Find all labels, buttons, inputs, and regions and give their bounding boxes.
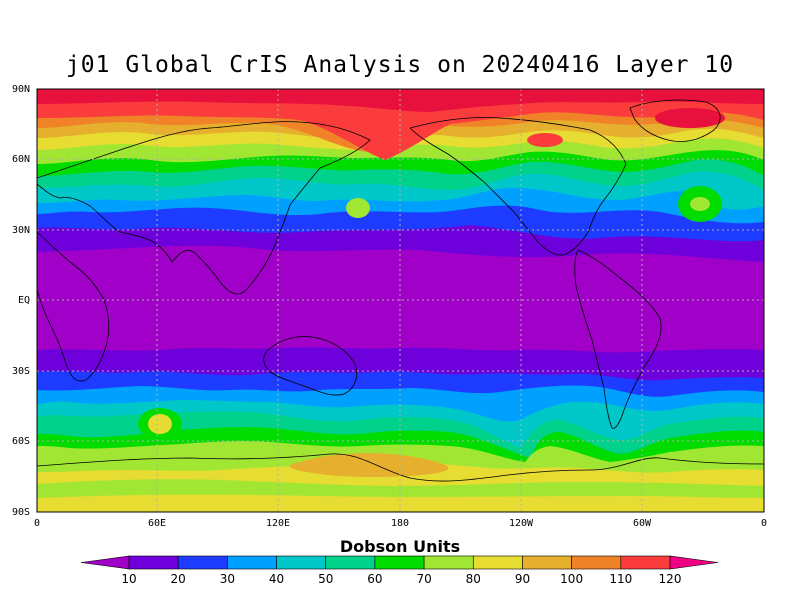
blob-russia-orange xyxy=(527,133,563,147)
colorbar-box xyxy=(571,555,622,570)
colorbar-tick-label: 100 xyxy=(560,572,583,586)
colorbar-box xyxy=(177,555,228,570)
colorbar-box xyxy=(276,555,327,570)
band-sh-yellow-antarctic xyxy=(37,494,764,512)
colorbar-box xyxy=(522,555,572,570)
colorbar-tick-label: 80 xyxy=(466,572,481,586)
coast-eurasia xyxy=(37,121,371,295)
lon-label-120w: 120W xyxy=(509,518,534,529)
colorbar-tick-label: 110 xyxy=(609,572,632,586)
map-frame xyxy=(36,88,765,513)
lon-label-60e: 60E xyxy=(148,518,166,529)
coast-greenland xyxy=(629,99,721,142)
colorbar-box xyxy=(227,555,277,570)
colorbar-box xyxy=(472,555,523,570)
colorbar-tick-label: 120 xyxy=(659,572,682,586)
blob-greenland-red xyxy=(655,108,725,128)
graticule xyxy=(37,89,764,512)
colorbar-box xyxy=(423,555,474,570)
lat-label-90n: 90N xyxy=(12,84,30,95)
ozone-field xyxy=(37,89,764,512)
colorbar-arrow-low xyxy=(80,555,130,570)
lon-axis: 0 60E 120E 180 120W 60W 0 xyxy=(34,518,767,529)
colorbar-tick-label: 10 xyxy=(121,572,136,586)
colorbar-tick-label: 90 xyxy=(515,572,530,586)
coastlines xyxy=(37,99,764,482)
coast-south-america xyxy=(574,249,662,429)
lon-label-60w: 60W xyxy=(633,518,652,529)
colorbar-box xyxy=(325,555,376,570)
lon-label-0-left: 0 xyxy=(34,518,40,529)
colorbar-arrow-high xyxy=(669,555,719,570)
lat-axis: 90N 60N 30N EQ 30S 60S 90S xyxy=(12,84,30,518)
lon-label-120e: 120E xyxy=(266,518,290,529)
colorbar-tick-label: 30 xyxy=(220,572,235,586)
blob-pacific-green xyxy=(346,198,370,218)
lat-label-30s: 30S xyxy=(12,366,30,377)
lat-label-60n: 60N xyxy=(12,154,30,165)
blob-indian-lime xyxy=(148,414,172,434)
map-title: j01 Global CrIS Analysis on 20240416 Lay… xyxy=(65,52,735,78)
colorbar-box xyxy=(620,555,671,570)
colorbar-box xyxy=(128,555,179,570)
colorbar-tick-label: 60 xyxy=(367,572,382,586)
colorbar-tick-label: 70 xyxy=(416,572,431,586)
colorbar-tick-label: 50 xyxy=(318,572,333,586)
lat-label-30n: 30N xyxy=(12,225,30,236)
colorbar-tick-label: 20 xyxy=(171,572,186,586)
colorbar: 10 20 30 40 50 60 70 80 90 100 110 120 xyxy=(80,555,719,586)
lon-label-0-right: 0 xyxy=(761,518,767,529)
colorbar-tick-label: 40 xyxy=(269,572,284,586)
lon-label-180: 180 xyxy=(391,518,409,529)
coast-africa xyxy=(37,231,110,382)
lat-label-90s: 90S xyxy=(12,507,30,518)
coast-north-america xyxy=(409,117,627,256)
lat-label-60s: 60S xyxy=(12,436,30,447)
band-sh-gold-low xyxy=(289,453,449,477)
blob-atlantic-lime xyxy=(690,197,710,211)
colorbar-title: Dobson Units xyxy=(339,537,461,556)
coast-antarctica xyxy=(37,453,764,482)
coast-australia xyxy=(263,336,358,396)
colorbar-box xyxy=(374,555,425,570)
lat-label-eq: EQ xyxy=(18,295,30,306)
